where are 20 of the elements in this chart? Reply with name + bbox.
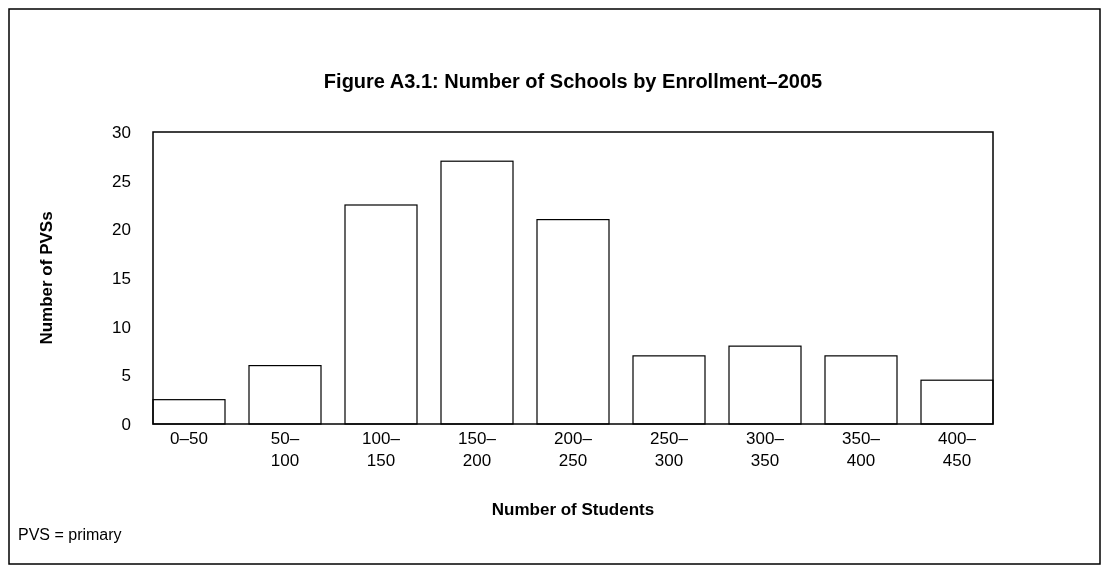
y-tick-label: 10: [112, 317, 131, 337]
y-tick-label: 25: [112, 171, 131, 191]
x-tick-label: 100–150: [362, 429, 401, 470]
y-tick-label: 30: [112, 122, 131, 142]
y-tick-label: 5: [121, 366, 131, 386]
x-tick-label: 0–50: [170, 429, 208, 448]
x-tick-label: 200–250: [554, 429, 593, 470]
x-tick-label: 350–400: [842, 429, 881, 470]
x-tick-label: 300–350: [746, 429, 785, 470]
x-tick-label: 400–450: [938, 429, 977, 470]
y-tick-label: 0: [121, 414, 131, 434]
x-tick-label: 250–300: [650, 429, 689, 470]
x-tick-label: 150–200: [458, 429, 497, 470]
y-tick-label: 20: [112, 220, 131, 240]
text: PVS = primary: [18, 526, 122, 543]
y-axis-title: Number of PVSs: [37, 211, 56, 345]
x-axis-title: Number of Students: [491, 500, 655, 519]
x-tick-label: 50–100: [270, 429, 300, 470]
chart-title: Figure A3.1: Number of Schools by Enrollment–2005: [323, 70, 823, 92]
y-tick-label: 15: [112, 268, 131, 288]
